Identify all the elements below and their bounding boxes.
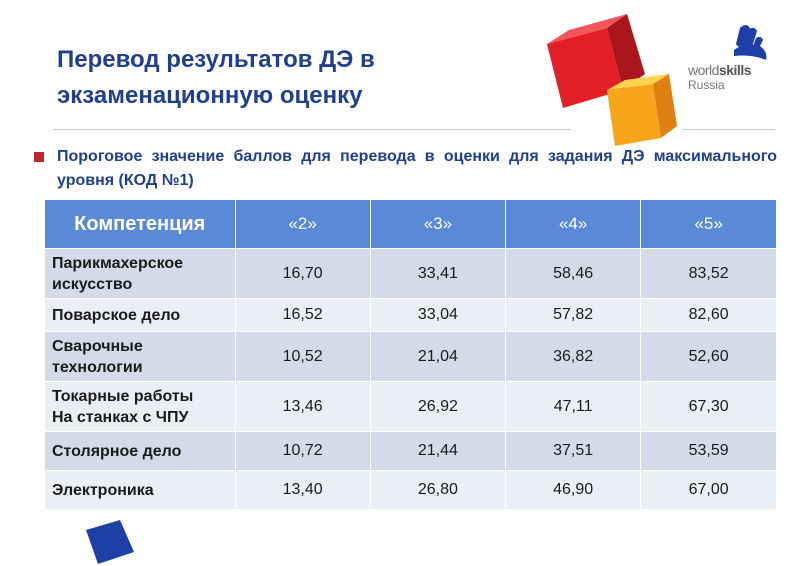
competency-name: Столярное дело xyxy=(45,431,236,471)
table-row: Столярное дело 10,72 21,44 37,51 53,59 xyxy=(45,431,776,471)
title-divider-right xyxy=(683,129,775,130)
competency-name: Токарные работы На станках с ЧПУ xyxy=(45,381,236,432)
table-row: Токарные работы На станках с ЧПУ 13,46 26… xyxy=(45,381,776,432)
grade-4-value: 47,11 xyxy=(505,381,642,432)
grade-3-value: 26,92 xyxy=(370,381,507,432)
grade-4-value: 46,90 xyxy=(505,470,642,509)
grade-4-value: 36,82 xyxy=(505,331,642,382)
grade-2-value: 13,40 xyxy=(235,470,371,509)
grade-5-value: 82,60 xyxy=(640,298,776,332)
header-grade-5: «5» xyxy=(640,200,776,249)
slide-subtitle: Пороговое значение баллов для перевода в… xyxy=(57,148,777,189)
table-row: Парикмахерское искусство 16,70 33,41 58,4… xyxy=(45,248,776,299)
grade-4-value: 37,51 xyxy=(505,431,642,471)
grade-5-value: 67,30 xyxy=(640,381,776,432)
grade-4-value: 57,82 xyxy=(505,298,642,332)
grade-3-value: 26,80 xyxy=(370,470,507,509)
competency-name: Электроника xyxy=(45,470,236,509)
grade-5-value: 52,60 xyxy=(640,331,776,382)
header-competency: Компетенция xyxy=(45,200,236,249)
slide-title-line2: экзаменационную оценку xyxy=(57,82,363,109)
header-grade-3: «3» xyxy=(370,200,507,249)
table-row: Сварочные технологии 10,52 21,04 36,82 52… xyxy=(45,331,776,382)
header-grade-4: «4» xyxy=(505,200,642,249)
title-divider xyxy=(53,129,571,130)
slide-title-line1: Перевод результатов ДЭ в xyxy=(57,46,375,73)
worldskills-logo-icon xyxy=(734,25,767,60)
grade-5-value: 83,52 xyxy=(640,248,776,299)
grade-3-value: 21,44 xyxy=(370,431,507,471)
grade-2-value: 10,52 xyxy=(235,331,371,382)
decorative-cubes xyxy=(547,14,677,146)
grade-4-value: 58,46 xyxy=(505,248,642,299)
table-header-row: Компетенция «2» «3» «4» «5» xyxy=(45,200,776,249)
grade-2-value: 16,70 xyxy=(235,248,371,299)
logo-wordmark: worldskills xyxy=(688,62,752,78)
grade-2-value: 16,52 xyxy=(235,298,371,332)
red-cube-front xyxy=(547,28,623,108)
grade-5-value: 53,59 xyxy=(640,431,776,471)
grade-3-value: 33,04 xyxy=(370,298,507,332)
orange-cube-front xyxy=(607,84,661,146)
table-row: Электроника 13,40 26,80 46,90 67,00 xyxy=(45,470,776,509)
logo-country: Russia xyxy=(688,78,725,92)
grades-table: Компетенция «2» «3» «4» «5» Парикмахерск… xyxy=(45,200,776,509)
grade-2-value: 10,72 xyxy=(235,431,371,471)
bullet-square-icon xyxy=(34,152,44,162)
header-grade-2: «2» xyxy=(235,200,371,249)
red-cube-top xyxy=(547,14,627,44)
decorative-blue-cube xyxy=(86,520,134,564)
grade-5-value: 67,00 xyxy=(640,470,776,509)
grade-3-value: 21,04 xyxy=(370,331,507,382)
grade-2-value: 13,46 xyxy=(235,381,371,432)
orange-cube-side xyxy=(653,74,677,138)
table-row: Поварское дело 16,52 33,04 57,82 82,60 xyxy=(45,298,776,332)
orange-cube-top xyxy=(607,74,669,90)
grade-3-value: 33,41 xyxy=(370,248,507,299)
competency-name: Сварочные технологии xyxy=(45,331,236,382)
competency-name: Парикмахерское искусство xyxy=(45,248,236,299)
competency-name: Поварское дело xyxy=(45,298,236,332)
slide-title: Перевод результатов ДЭ в экзаменационную… xyxy=(57,42,527,114)
red-cube-side xyxy=(607,14,645,90)
